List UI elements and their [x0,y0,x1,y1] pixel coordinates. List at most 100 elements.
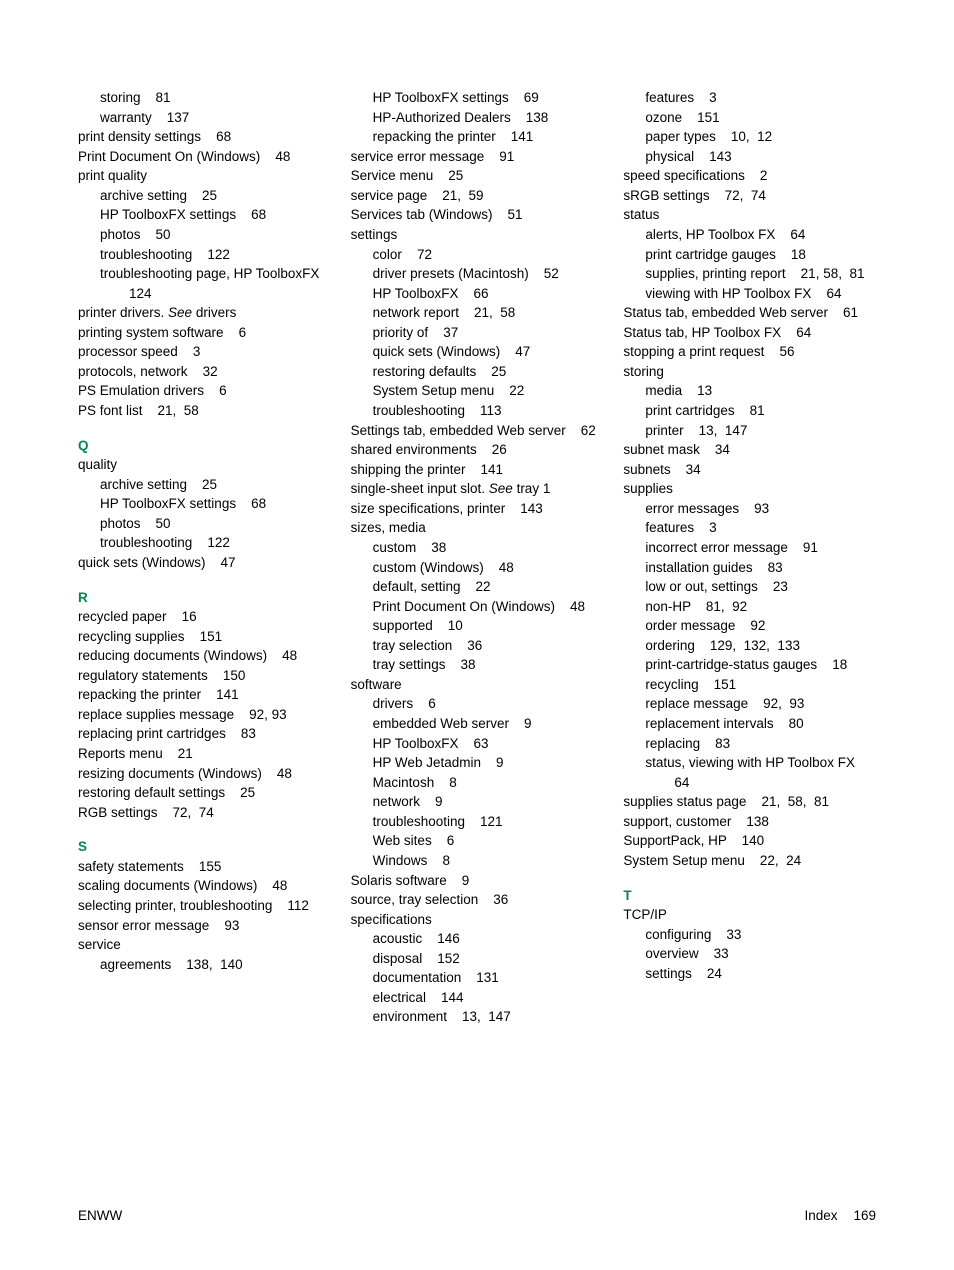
index-page-ref[interactable]: 48 [484,560,514,575]
index-page-ref[interactable]: 23 [758,579,788,594]
index-page-ref[interactable]: 25 [433,168,463,183]
index-page-ref[interactable]: 21, 58 [459,305,515,320]
index-page-ref[interactable]: 33 [711,927,741,942]
index-page-ref[interactable]: 26 [477,442,507,457]
index-page-ref[interactable]: 92 [735,618,765,633]
index-page-ref[interactable]: 68 [201,129,231,144]
index-page-ref[interactable]: 25 [187,477,217,492]
index-page-ref[interactable]: 72 [402,247,432,262]
index-page-ref[interactable]: 3 [694,90,717,105]
index-page-ref[interactable]: 36 [478,892,508,907]
index-page-ref[interactable]: 8 [434,775,457,790]
index-page-ref[interactable]: 48 [257,878,287,893]
index-page-ref[interactable]: 141 [466,462,504,477]
index-page-ref[interactable]: 83 [753,560,783,575]
index-page-ref[interactable]: 64 [781,325,811,340]
index-page-ref[interactable]: 25 [187,188,217,203]
index-page-ref[interactable]: 10 [433,618,463,633]
index-page-ref[interactable]: 21, 58, 81 [786,266,865,281]
index-page-ref[interactable]: 64 [659,775,689,790]
index-page-ref[interactable]: 151 [682,110,720,125]
index-page-ref[interactable]: 152 [422,951,460,966]
index-page-ref[interactable]: 93 [739,501,769,516]
index-page-ref[interactable]: 93 [209,918,239,933]
index-page-ref[interactable]: 18 [817,657,847,672]
index-page-ref[interactable]: 138, 140 [171,957,242,972]
index-page-ref[interactable]: 56 [764,344,794,359]
index-page-ref[interactable]: 91 [788,540,818,555]
index-page-ref[interactable]: 143 [505,501,543,516]
index-page-ref[interactable]: 112 [272,898,309,913]
index-page-ref[interactable]: 63 [458,736,488,751]
index-page-ref[interactable]: 72, 74 [158,805,214,820]
index-page-ref[interactable]: 37 [428,325,458,340]
index-page-ref[interactable]: 48 [260,149,290,164]
index-page-ref[interactable]: 8 [427,853,450,868]
index-page-ref[interactable]: 68 [236,496,266,511]
index-page-ref[interactable]: 25 [476,364,506,379]
index-page-ref[interactable]: 81, 92 [691,599,747,614]
index-page-ref[interactable]: 80 [774,716,804,731]
index-page-ref[interactable]: 66 [458,286,488,301]
index-page-ref[interactable]: 92, 93 [234,707,287,722]
index-page-ref[interactable]: 113 [465,403,502,418]
index-page-ref[interactable]: 138 [511,110,549,125]
index-page-ref[interactable]: 151 [699,677,737,692]
index-page-ref[interactable]: 34 [700,442,730,457]
index-page-ref[interactable]: 92, 93 [748,696,804,711]
index-page-ref[interactable]: 150 [208,668,246,683]
index-page-ref[interactable]: 83 [226,726,256,741]
index-page-ref[interactable]: 121 [465,814,503,829]
index-page-ref[interactable]: 6 [413,696,436,711]
index-page-ref[interactable]: 6 [224,325,247,340]
index-page-ref[interactable]: 138 [731,814,769,829]
index-page-ref[interactable]: 51 [492,207,522,222]
index-page-ref[interactable]: 2 [745,168,768,183]
index-page-ref[interactable]: 81 [141,90,171,105]
index-page-ref[interactable]: 22, 24 [745,853,801,868]
index-page-ref[interactable]: 50 [141,227,171,242]
index-page-ref[interactable]: 141 [201,687,239,702]
index-page-ref[interactable]: 22 [460,579,490,594]
index-page-ref[interactable]: 48 [262,766,292,781]
index-page-ref[interactable]: 47 [206,555,236,570]
index-page-ref[interactable]: 21, 59 [427,188,483,203]
index-page-ref[interactable]: 13 [682,383,712,398]
index-page-ref[interactable]: 13, 147 [447,1009,511,1024]
index-page-ref[interactable]: 34 [671,462,701,477]
index-page-ref[interactable]: 6 [204,383,227,398]
index-page-ref[interactable]: 10, 12 [716,129,772,144]
index-page-ref[interactable]: 81 [735,403,765,418]
index-page-ref[interactable]: 32 [188,364,218,379]
index-page-ref[interactable]: 48 [555,599,585,614]
index-page-ref[interactable]: 50 [141,516,171,531]
index-page-ref[interactable]: 72, 74 [710,188,766,203]
index-page-ref[interactable]: 3 [178,344,201,359]
index-page-ref[interactable]: 124 [114,286,152,301]
index-page-ref[interactable]: 62 [566,423,596,438]
index-page-ref[interactable]: 24 [692,966,722,981]
index-page-ref[interactable]: 69 [509,90,539,105]
index-page-ref[interactable]: 122 [192,247,230,262]
index-page-ref[interactable]: 52 [529,266,559,281]
index-page-ref[interactable]: 64 [775,227,805,242]
index-page-ref[interactable]: 36 [452,638,482,653]
index-page-ref[interactable]: 143 [694,149,732,164]
index-page-ref[interactable]: 144 [426,990,464,1005]
index-page-ref[interactable]: 129, 132, 133 [695,638,800,653]
index-page-ref[interactable]: 3 [694,520,717,535]
index-page-ref[interactable]: 6 [432,833,455,848]
index-page-ref[interactable]: 13, 147 [684,423,748,438]
index-page-ref[interactable]: 131 [461,970,499,985]
index-page-ref[interactable]: 16 [167,609,197,624]
index-page-ref[interactable]: 38 [416,540,446,555]
index-page-ref[interactable]: 22 [494,383,524,398]
index-page-ref[interactable]: 38 [445,657,475,672]
index-page-ref[interactable]: 21, 58 [143,403,199,418]
index-page-ref[interactable]: 122 [192,535,230,550]
index-page-ref[interactable]: 146 [422,931,460,946]
index-page-ref[interactable]: 33 [699,946,729,961]
index-page-ref[interactable]: 68 [236,207,266,222]
index-page-ref[interactable]: 151 [185,629,223,644]
index-page-ref[interactable]: 48 [267,648,297,663]
